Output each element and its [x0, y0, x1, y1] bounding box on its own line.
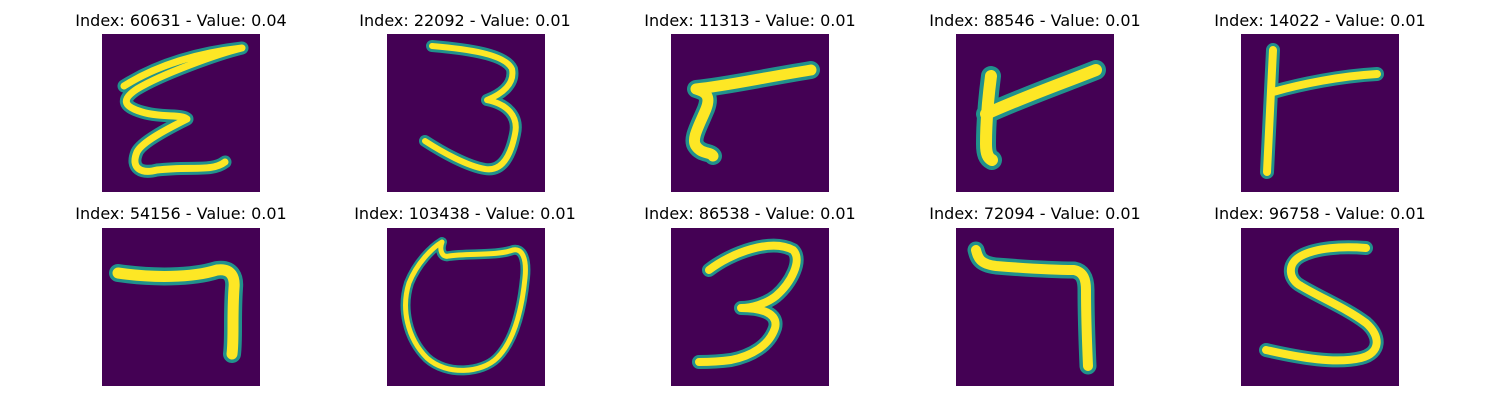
- digit-image-9: [1241, 228, 1399, 386]
- digit-image-7: [671, 228, 829, 386]
- digit-image-5: [102, 228, 260, 386]
- panel-title-7: Index: 86538 - Value: 0.01: [644, 204, 856, 223]
- digit-image-0: [102, 34, 260, 192]
- panel-title-9: Index: 96758 - Value: 0.01: [1214, 204, 1426, 223]
- panel-title-5: Index: 54156 - Value: 0.01: [75, 204, 287, 223]
- panel-title-0: Index: 60631 - Value: 0.04: [75, 11, 287, 30]
- digit-image-2: [671, 34, 829, 192]
- panel-title-2: Index: 11313 - Value: 0.01: [644, 11, 856, 30]
- digit-image-1: [387, 34, 545, 192]
- panel-title-6: Index: 103438 - Value: 0.01: [354, 204, 576, 223]
- panel-title-1: Index: 22092 - Value: 0.01: [359, 11, 571, 30]
- panel-title-8: Index: 72094 - Value: 0.01: [929, 204, 1141, 223]
- digit-image-8: [956, 228, 1114, 386]
- digit-image-3: [956, 34, 1114, 192]
- panel-title-4: Index: 14022 - Value: 0.01: [1214, 11, 1426, 30]
- digit-image-6: [387, 228, 545, 386]
- digit-image-4: [1241, 34, 1399, 192]
- panel-title-3: Index: 88546 - Value: 0.01: [929, 11, 1141, 30]
